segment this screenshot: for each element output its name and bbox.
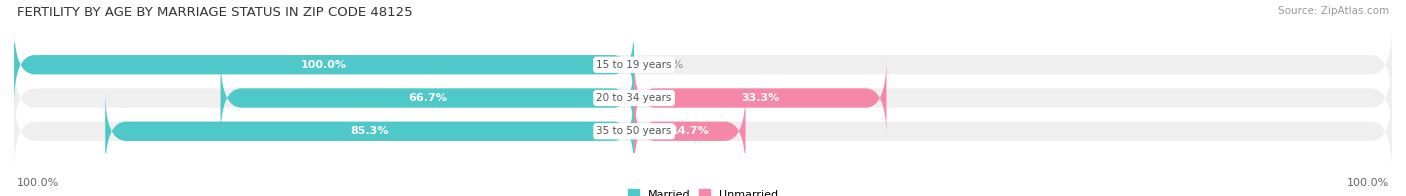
Text: 66.7%: 66.7% — [408, 93, 447, 103]
FancyBboxPatch shape — [14, 24, 1392, 105]
Text: 100.0%: 100.0% — [1347, 178, 1389, 188]
FancyBboxPatch shape — [14, 24, 634, 105]
Text: 0.0%: 0.0% — [655, 60, 683, 70]
Text: FERTILITY BY AGE BY MARRIAGE STATUS IN ZIP CODE 48125: FERTILITY BY AGE BY MARRIAGE STATUS IN Z… — [17, 6, 412, 19]
FancyBboxPatch shape — [634, 91, 745, 172]
FancyBboxPatch shape — [634, 58, 886, 138]
FancyBboxPatch shape — [14, 58, 1392, 138]
Text: 100.0%: 100.0% — [17, 178, 59, 188]
FancyBboxPatch shape — [14, 91, 1392, 172]
Legend: Married, Unmarried: Married, Unmarried — [623, 185, 783, 196]
Text: Source: ZipAtlas.com: Source: ZipAtlas.com — [1278, 6, 1389, 16]
Text: 14.7%: 14.7% — [671, 126, 709, 136]
Text: 85.3%: 85.3% — [350, 126, 389, 136]
Text: 35 to 50 years: 35 to 50 years — [596, 126, 672, 136]
FancyBboxPatch shape — [105, 91, 634, 172]
FancyBboxPatch shape — [221, 58, 634, 138]
Text: 100.0%: 100.0% — [301, 60, 347, 70]
Text: 33.3%: 33.3% — [741, 93, 779, 103]
Text: 15 to 19 years: 15 to 19 years — [596, 60, 672, 70]
Text: 20 to 34 years: 20 to 34 years — [596, 93, 672, 103]
